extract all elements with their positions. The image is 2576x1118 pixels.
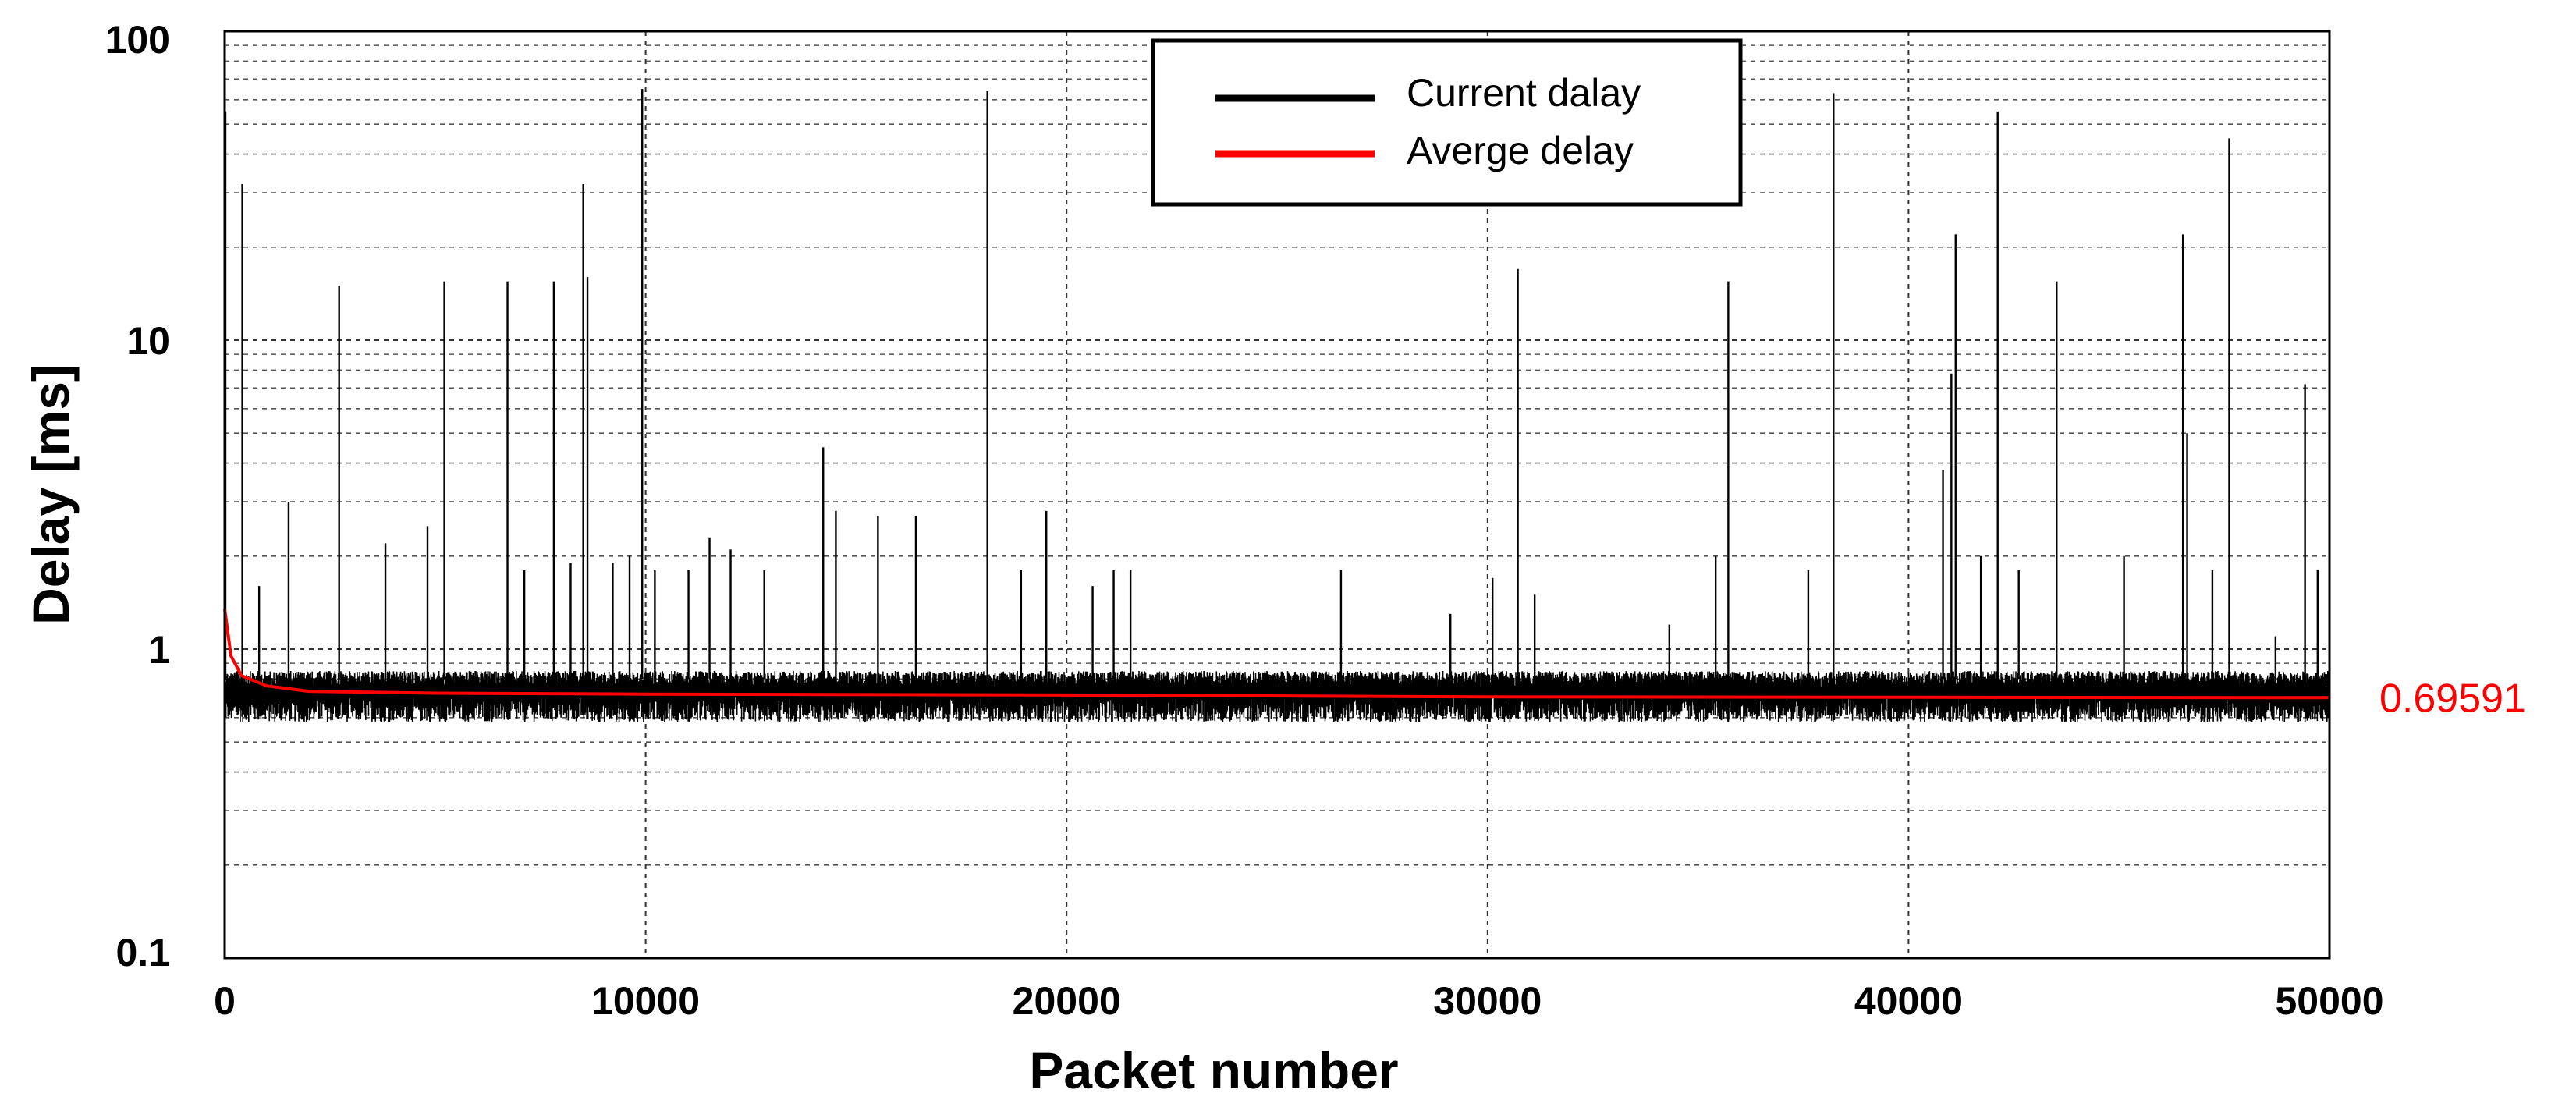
x-tick-label: 10000 <box>591 979 700 1023</box>
series-average-delay <box>223 609 2330 700</box>
y-tick-label: 1 <box>148 628 170 672</box>
x-tick-label: 0 <box>214 979 236 1023</box>
x-tick-label: 50000 <box>2275 979 2383 1023</box>
plot-frame <box>223 30 2331 960</box>
y-tick-label: 0.1 <box>115 931 170 974</box>
legend: Current dalay Averge delay <box>1151 38 1743 207</box>
x-axis-title: Packet number <box>1029 1042 1398 1099</box>
y-tick-label: 100 <box>105 18 170 62</box>
x-tick-label: 20000 <box>1013 979 1121 1023</box>
y-tick-label: 10 <box>126 319 170 363</box>
legend-label-average: Averge delay <box>1407 129 1634 172</box>
y-tick-labels: 0.1 1 10 100 <box>105 18 170 974</box>
legend-label-current: Current dalay <box>1407 71 1641 115</box>
y-axis-title: Delay [ms] <box>22 364 80 625</box>
average-delay-line <box>223 609 2330 700</box>
average-value-annotation: 0.69591 <box>2379 676 2526 721</box>
x-tick-labels: 0 10000 20000 30000 40000 50000 <box>214 979 2383 1023</box>
x-tick-label: 40000 <box>1854 979 1963 1023</box>
legend-box <box>1151 38 1743 207</box>
x-tick-label: 30000 <box>1433 979 1542 1023</box>
